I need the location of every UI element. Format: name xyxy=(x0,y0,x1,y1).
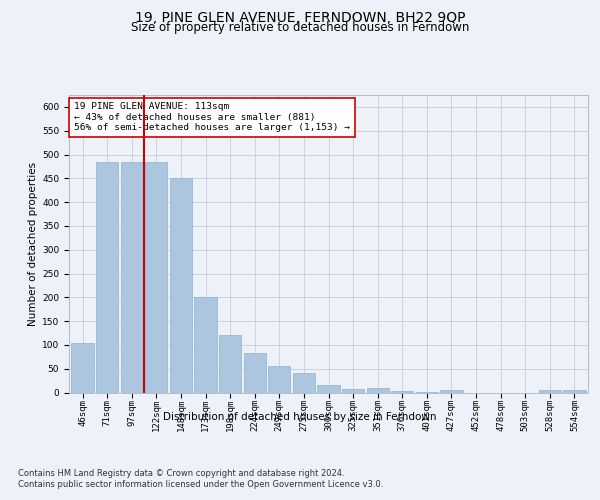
Bar xyxy=(244,353,266,393)
Y-axis label: Number of detached properties: Number of detached properties xyxy=(28,162,38,326)
Text: 19 PINE GLEN AVENUE: 113sqm
← 43% of detached houses are smaller (881)
56% of se: 19 PINE GLEN AVENUE: 113sqm ← 43% of det… xyxy=(74,102,350,132)
Text: Size of property relative to detached houses in Ferndown: Size of property relative to detached ho… xyxy=(131,21,469,34)
Bar xyxy=(563,390,586,392)
Bar xyxy=(440,390,463,392)
Bar xyxy=(293,374,315,392)
Text: Contains public sector information licensed under the Open Government Licence v3: Contains public sector information licen… xyxy=(18,480,383,489)
Bar xyxy=(391,391,413,392)
Bar xyxy=(170,178,192,392)
Bar xyxy=(539,390,561,392)
Bar xyxy=(96,162,118,392)
Bar xyxy=(121,162,143,392)
Bar xyxy=(71,342,94,392)
Bar xyxy=(145,162,167,392)
Bar xyxy=(219,336,241,392)
Text: Distribution of detached houses by size in Ferndown: Distribution of detached houses by size … xyxy=(163,412,437,422)
Bar xyxy=(317,386,340,392)
Bar xyxy=(194,298,217,392)
Text: Contains HM Land Registry data © Crown copyright and database right 2024.: Contains HM Land Registry data © Crown c… xyxy=(18,469,344,478)
Bar xyxy=(367,388,389,392)
Text: 19, PINE GLEN AVENUE, FERNDOWN, BH22 9QP: 19, PINE GLEN AVENUE, FERNDOWN, BH22 9QP xyxy=(135,11,465,25)
Bar xyxy=(268,366,290,392)
Bar xyxy=(342,388,364,392)
